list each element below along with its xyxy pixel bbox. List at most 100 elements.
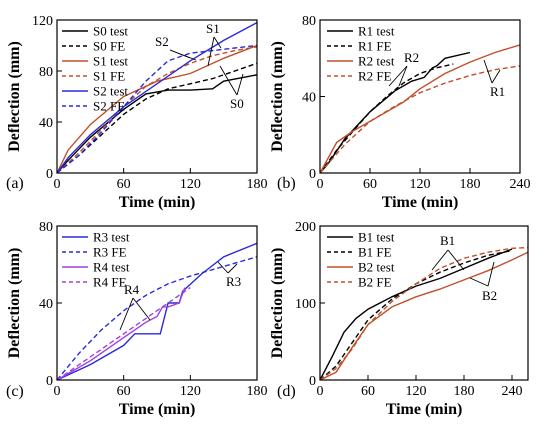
chart-panel-2: 0 60 120 180 240 0 40 80 Time (min) Deflection (m… (269, 14, 531, 211)
y-axis-label: Deflection (mm) (269, 41, 286, 152)
y-tick-label: 200 (295, 220, 316, 235)
legend-entry: S1 FE (93, 69, 125, 84)
legend-entry: S2 FE (93, 99, 125, 114)
x-tick-label: 60 (117, 177, 131, 192)
annotation-leader (219, 65, 238, 96)
legend-entry: B2 test (358, 260, 395, 275)
chart-panel-1: 0 60 120 180 0 40 80 120 Time (min) Deflection (m… (6, 14, 268, 211)
legend-entry: B2 FE (358, 275, 392, 290)
series-line-r2-fe (319, 65, 521, 174)
legend-entry: R2 test (358, 54, 395, 69)
series-line-s1-fe (56, 46, 258, 174)
legend-entry: B1 test (358, 230, 395, 245)
legend-entry: R4 test (93, 260, 130, 275)
panel-label: (d) (277, 383, 296, 400)
y-tick-label: 80 (39, 220, 53, 235)
series-line-b2-test (319, 251, 529, 381)
annotation-label: R3 (226, 274, 241, 289)
y-tick-label: 0 (46, 374, 53, 389)
plot-frame (56, 19, 258, 174)
annotation-leader (119, 297, 134, 331)
annotation-leader (227, 263, 238, 274)
annotation-leader (431, 249, 449, 271)
x-axis-label: Time (min) (382, 194, 459, 211)
y-tick-label: 100 (295, 297, 316, 312)
x-tick-label: 120 (406, 384, 427, 399)
x-tick-label: 0 (54, 177, 61, 192)
x-tick-label: 120 (410, 177, 431, 192)
x-tick-label: 180 (247, 177, 268, 192)
legend-entry: R3 test (93, 230, 130, 245)
series-line-s0-fe (56, 62, 258, 174)
legend-entry: R3 FE (93, 245, 127, 260)
series-line-s2-fe (56, 44, 258, 174)
panel-label: (b) (277, 175, 296, 192)
series-line-r4-test (56, 287, 186, 381)
x-axis-label: Time (min) (119, 401, 196, 418)
annotation-leader (447, 249, 465, 271)
annotation-leader (213, 36, 222, 49)
annotation-leader (236, 73, 244, 96)
annotation-leader (398, 65, 408, 87)
annotation-leader (487, 261, 495, 287)
legend-entry: S1 test (93, 54, 128, 69)
y-tick-label: 0 (46, 167, 53, 182)
series-line-r1-fe (319, 63, 454, 174)
x-tick-label: 0 (317, 384, 324, 399)
x-tick-label: 0 (54, 384, 61, 399)
annotation-leader (169, 49, 191, 59)
legend-entry: S2 test (93, 84, 128, 99)
annotation-label: B2 (482, 288, 497, 303)
y-axis-label: Deflection (mm) (6, 248, 23, 359)
y-axis-label: Deflection (mm) (6, 41, 23, 152)
x-tick-label: 180 (247, 384, 268, 399)
x-tick-label: 60 (361, 384, 375, 399)
y-tick-label: 40 (302, 91, 316, 106)
plot-frame (319, 225, 529, 381)
chart-panel-4: 0 60 120 180 240 0 100 200 Time (min) Deflection … (269, 220, 529, 418)
x-axis-label: Time (min) (386, 401, 463, 418)
legend-entry: R2 FE (358, 69, 392, 84)
x-axis-label: Time (min) (119, 194, 196, 211)
x-tick-label: 180 (454, 384, 475, 399)
annotation-label: B1 (440, 233, 455, 248)
series-line-b2-fe (319, 246, 529, 381)
x-tick-label: 0 (317, 177, 324, 192)
y-tick-label: 0 (309, 374, 316, 389)
x-tick-label: 60 (117, 384, 131, 399)
series-line-r1-test (319, 51, 471, 174)
annotation-label: S0 (230, 96, 244, 111)
x-tick-label: 240 (502, 384, 523, 399)
annotation-leader (491, 69, 501, 84)
panel-label: (c) (6, 383, 24, 400)
x-tick-label: 120 (180, 384, 201, 399)
annotation-label: S2 (155, 34, 169, 49)
legend-entry: B1 FE (358, 245, 392, 260)
y-tick-label: 80 (39, 65, 53, 80)
plot-frame (56, 225, 258, 381)
y-tick-label: 120 (32, 14, 53, 29)
series-line-r2-test (319, 44, 521, 174)
panel-label: (a) (6, 175, 24, 192)
annotation-label: S1 (206, 21, 220, 36)
y-tick-label: 80 (302, 14, 316, 29)
annotation-leader (483, 59, 493, 84)
annotation-label: R2 (404, 50, 419, 65)
x-tick-label: 60 (363, 177, 377, 192)
legend-entry: S0 FE (93, 39, 125, 54)
annotation-leader (388, 65, 408, 87)
legend-entry: S0 test (93, 24, 128, 39)
series-line-b1-fe (319, 249, 513, 381)
annotation-label: R4 (124, 282, 140, 297)
chart-panel-3: 0 60 120 180 0 40 80 Time (min) Deflection (mm) (… (6, 220, 268, 418)
annotation-leader (132, 297, 151, 321)
x-tick-label: 240 (510, 177, 531, 192)
series-line-s1-test (56, 44, 258, 174)
series-line-r4-fe (56, 287, 191, 381)
y-tick-label: 0 (309, 167, 316, 182)
x-tick-label: 180 (460, 177, 481, 192)
y-tick-label: 40 (39, 297, 53, 312)
y-axis-label: Deflection (mm) (269, 248, 286, 359)
series-line-b1-test (319, 248, 513, 381)
